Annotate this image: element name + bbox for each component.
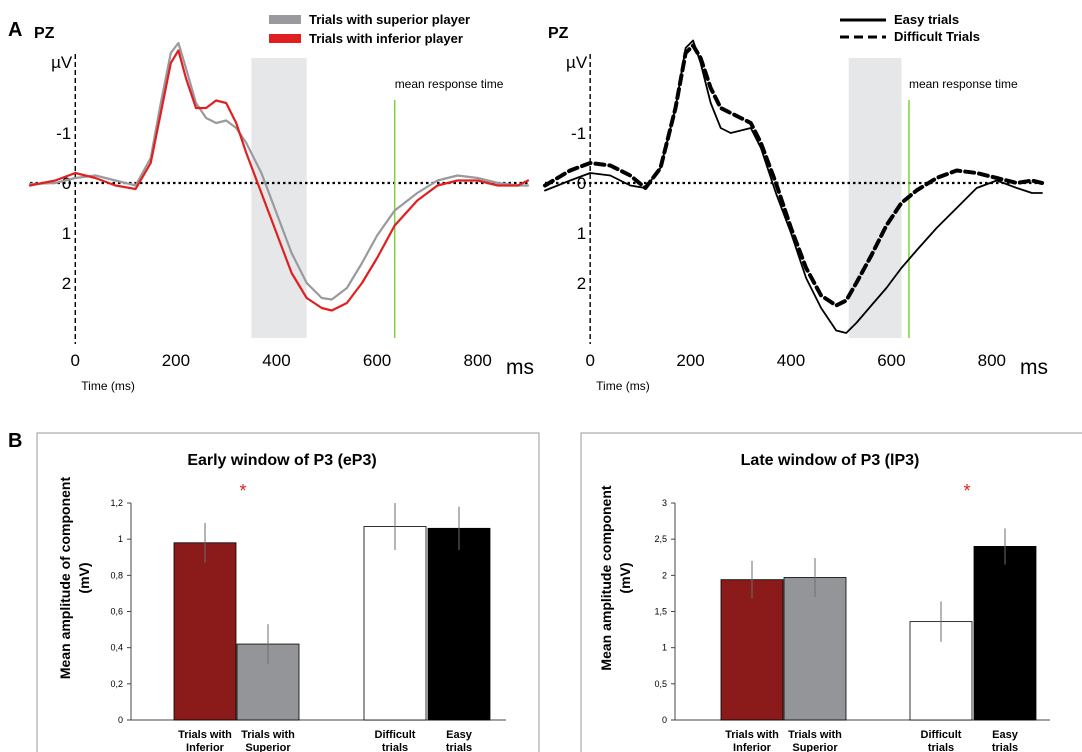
category-label: Trials with (788, 729, 842, 741)
y-tick-label: 0 (577, 174, 586, 193)
y-tick-label: 0,5 (654, 679, 667, 689)
y-tick-label: 0,2 (110, 679, 123, 689)
y-tick-label: 3 (662, 498, 667, 508)
y-axis-label-unit: (mV) (617, 562, 633, 593)
bar-1 (720, 579, 784, 721)
y-tick-label: 2 (62, 274, 71, 293)
x-unit-label: ms (1020, 356, 1048, 379)
y-tick-label: 0,6 (110, 607, 123, 617)
legend-swatch-inferior (269, 34, 301, 43)
x-axis-label: Time (ms) (596, 379, 650, 393)
electrode-label: PZ (548, 25, 569, 42)
y-axis-label: Mean amplitude of component (57, 477, 73, 680)
y-axis-label-unit: (mV) (76, 562, 92, 593)
legend-swatch-superior (269, 15, 301, 24)
x-tick-label: 400 (777, 351, 805, 370)
x-tick-label: 800 (978, 351, 1006, 370)
chart-frame (580, 432, 1082, 752)
y-tick-label: 1 (577, 224, 586, 243)
y-unit-label: µV (51, 53, 73, 72)
bar-2 (783, 577, 847, 721)
y-axis-label: Mean amplitude component (598, 485, 614, 670)
category-label-line2: Superior (245, 742, 291, 752)
category-label-line2: trials (928, 742, 954, 752)
y-tick-label: 2 (662, 570, 667, 580)
legend-label-inferior: Trials with inferior player (309, 31, 463, 46)
bar-4 (427, 527, 491, 721)
legend-label-superior: Trials with superior player (309, 12, 470, 27)
y-tick-label: 1,5 (654, 607, 667, 617)
y-tick-label: 0 (62, 174, 71, 193)
x-tick-label: 600 (363, 351, 391, 370)
panel-a-letter: A (8, 19, 22, 41)
y-tick-label: -1 (56, 124, 71, 143)
legend-label-easy: Easy trials (894, 12, 959, 27)
x-tick-label: 800 (464, 351, 492, 370)
legend-label-difficult: Difficult Trials (894, 29, 980, 44)
x-tick-label: 0 (585, 351, 594, 370)
erp-plot-superior-inferior: PZ Trials with superior player Trials wi… (28, 12, 534, 393)
y-tick-label: 0 (662, 715, 667, 725)
y-tick-label: 0 (118, 715, 123, 725)
significance-star: * (963, 481, 970, 501)
category-label: Easy (446, 729, 473, 741)
y-tick-label: 0,4 (110, 643, 123, 653)
x-tick-label: 600 (877, 351, 905, 370)
x-unit-label: ms (506, 356, 534, 379)
analysis-window-shading (848, 58, 902, 338)
bar-1 (173, 542, 237, 721)
category-label-line2: trials (446, 742, 472, 752)
y-tick-label: 1 (62, 224, 71, 243)
category-label: Easy (992, 729, 1019, 741)
y-tick-label: -1 (571, 124, 586, 143)
category-label-line2: Inferior (186, 742, 225, 752)
y-tick-label: 2 (577, 274, 586, 293)
chart-title: Late window of P3 (lP3) (741, 452, 920, 469)
category-label: Trials with (241, 729, 295, 741)
panel-b-letter: B (8, 430, 22, 452)
significance-star: * (239, 481, 246, 501)
x-tick-label: 0 (71, 351, 80, 370)
y-unit-label: µV (566, 53, 588, 72)
y-tick-label: 1 (662, 643, 667, 653)
category-label-line2: trials (382, 742, 408, 752)
chart-frame (36, 432, 540, 752)
bar-chart-late-p3: Late window of P3 (lP3) Mean amplitude c… (580, 432, 1082, 752)
bar-3 (363, 526, 427, 721)
series-line-trials-with-superior-player (28, 41, 530, 301)
category-label-line2: Superior (792, 742, 838, 752)
category-label: Difficult (921, 729, 962, 741)
chart-title: Early window of P3 (eP3) (187, 452, 376, 469)
series-line-trials-with-inferior-player (28, 49, 530, 312)
y-tick-label: 1,2 (110, 498, 123, 508)
category-label-line2: trials (992, 742, 1018, 752)
analysis-window-shading (251, 58, 307, 338)
y-tick-label: 1 (118, 534, 123, 544)
category-label: Trials with (178, 729, 232, 741)
electrode-label: PZ (34, 25, 55, 42)
y-tick-label: 0,8 (110, 570, 123, 580)
series-line-difficult-trials (543, 43, 1044, 308)
category-label: Trials with (725, 729, 779, 741)
x-tick-label: 400 (262, 351, 290, 370)
x-tick-label: 200 (162, 351, 190, 370)
mean-response-time-label: mean response time (395, 77, 504, 91)
bar-4 (973, 546, 1037, 721)
category-label: Difficult (375, 729, 416, 741)
bar-chart-early-p3: Early window of P3 (eP3) Mean amplitude … (36, 432, 540, 752)
erp-plot-easy-difficult: PZ Easy trials Difficult Trials mean res… (543, 12, 1048, 393)
x-axis-label: Time (ms) (81, 379, 135, 393)
y-tick-label: 2,5 (654, 534, 667, 544)
x-tick-label: 200 (676, 351, 704, 370)
category-label-line2: Inferior (733, 742, 772, 752)
mean-response-time-label: mean response time (909, 77, 1018, 91)
